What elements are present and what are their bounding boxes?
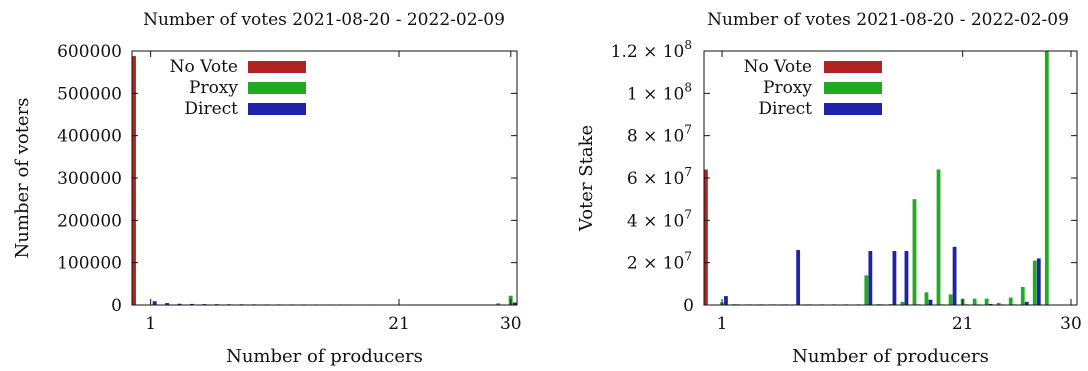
bar-direct-23 <box>988 303 993 305</box>
chart-title: Number of votes 2021-08-20 - 2022-02-09 <box>707 10 1069 30</box>
legend-label-no-vote: No Vote <box>744 57 812 77</box>
y-tick-label: 600000 <box>57 42 122 62</box>
bar-no-vote-0 <box>704 169 708 305</box>
bar-proxy-26 <box>1020 287 1025 305</box>
x-axis-label: Number of producers <box>792 346 989 367</box>
bar-direct-26 <box>1024 301 1029 305</box>
bar-proxy-25 <box>1008 297 1013 305</box>
bar-direct-16 <box>904 251 909 305</box>
y-tick-label: 100000 <box>57 254 122 274</box>
legend-swatch-no-vote <box>248 61 306 73</box>
legend-swatch-direct <box>824 103 882 115</box>
legend-label-direct: Direct <box>184 99 238 119</box>
legend-label-no-vote: No Vote <box>170 57 238 77</box>
y-tick-label: 2 × 107 <box>627 250 692 274</box>
x-axis-label: Number of producers <box>226 346 423 367</box>
y-axis-label: Number of voters <box>12 98 33 259</box>
bar-direct-18 <box>928 299 933 305</box>
y-axis-label: Voter Stake <box>576 125 597 232</box>
y-tick-label: 200000 <box>57 211 122 231</box>
legend-swatch-proxy <box>248 82 306 94</box>
plot-frame <box>703 50 1078 306</box>
bar-proxy-29 <box>496 303 501 305</box>
bar-direct-1 <box>152 301 157 305</box>
chart-title: Number of votes 2021-08-20 - 2022-02-09 <box>143 10 505 30</box>
y-tick-label: 1.2 × 108 <box>611 38 692 62</box>
bar-proxy-18 <box>924 292 929 305</box>
bar-direct-13 <box>868 251 873 305</box>
y-tick-label: 0 <box>683 296 694 316</box>
bar-proxy-17 <box>912 199 917 305</box>
bar-direct-30 <box>512 302 517 305</box>
x-tick-label: 30 <box>1060 314 1082 334</box>
legend-swatch-proxy <box>824 82 882 94</box>
bar-direct-4 <box>189 303 194 305</box>
y-tick-label: 400000 <box>57 127 122 147</box>
bar-proxy-27 <box>1032 260 1037 305</box>
bar-proxy-22 <box>972 298 977 305</box>
legend-label-proxy: Proxy <box>189 78 238 98</box>
bar-direct-3 <box>177 303 182 305</box>
bar-proxy-16 <box>900 301 905 305</box>
bar-direct-7 <box>796 249 801 305</box>
y-tick-label: 8 × 107 <box>627 123 692 147</box>
y-tick-label: 6 × 107 <box>627 165 692 189</box>
chart-1: Number of votes 2021-08-20 - 2022-02-09 N… <box>12 10 522 367</box>
x-tick-label: 30 <box>500 314 522 334</box>
bar-direct-15 <box>892 251 897 305</box>
bar-proxy-19 <box>936 169 941 305</box>
x-tick-label: 21 <box>952 314 974 334</box>
x-tick-label: 1 <box>717 314 728 334</box>
bar-direct-27 <box>1036 258 1041 305</box>
bar-direct-20 <box>952 246 957 305</box>
x-tick-label: 1 <box>145 314 156 334</box>
y-tick-label: 0 <box>111 296 122 316</box>
y-tick-label: 4 × 107 <box>627 207 692 231</box>
x-tick-label: 21 <box>388 314 410 334</box>
bar-proxy-28 <box>1044 51 1049 305</box>
y-tick-label: 500000 <box>57 84 122 104</box>
chart-2: Number of votes 2021-08-20 - 2022-02-09 V… <box>576 10 1082 367</box>
bar-proxy-23 <box>984 298 989 305</box>
bar-proxy-20 <box>948 294 953 305</box>
legend-swatch-no-vote <box>824 61 882 73</box>
y-tick-label: 1 × 108 <box>627 80 692 104</box>
y-tick-label: 300000 <box>57 169 122 189</box>
legend-swatch-direct <box>248 103 306 115</box>
bar-direct-1 <box>724 296 728 305</box>
bar-proxy-24 <box>996 302 1001 305</box>
bar-no-vote-0 <box>132 56 136 305</box>
bar-proxy-13 <box>864 275 869 305</box>
bar-direct-2 <box>165 303 170 305</box>
legend-label-proxy: Proxy <box>763 78 812 98</box>
legend-label-direct: Direct <box>758 99 812 119</box>
